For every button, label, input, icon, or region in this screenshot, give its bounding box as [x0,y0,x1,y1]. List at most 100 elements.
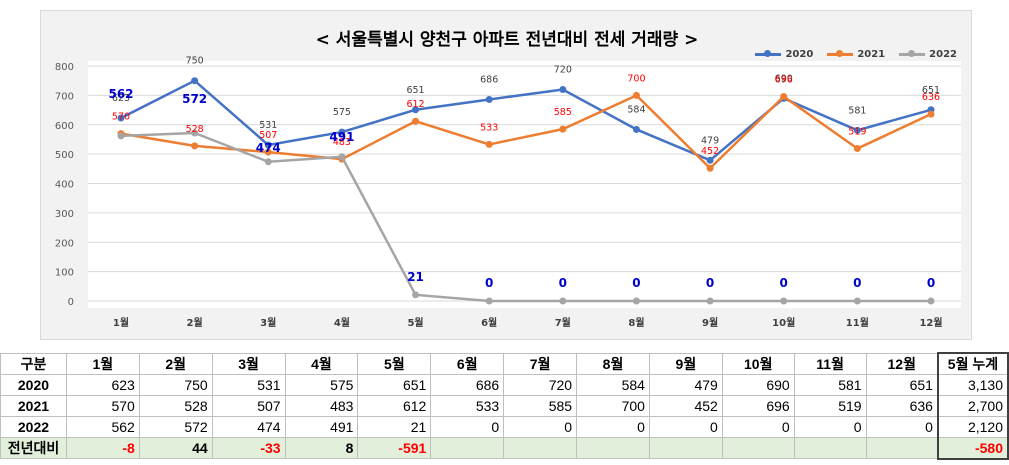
table-cell: 636 [865,395,939,417]
table-cell: 750 [138,374,213,396]
diff-cell [721,437,795,459]
row-label: 2020 [0,374,67,396]
table-cell: 623 [65,374,140,396]
data-point-2022 [412,291,420,299]
header-cell: 2월 [138,352,213,375]
table-cell: 474 [211,416,286,438]
table-cell: 21 [357,416,432,438]
header-cell: 11월 [793,352,867,375]
table-cell: 3,130 [936,374,1009,396]
table-cell: 452 [648,395,723,417]
data-label-2021: 612 [406,99,424,110]
data-point-2021 [412,117,420,125]
data-label-2021: 570 [112,112,130,123]
diff-cell: 8 [284,437,359,459]
header-cell: 10월 [721,352,795,375]
diff-cell: -8 [65,437,140,459]
header-cell: 9월 [648,352,723,375]
data-point-2022 [559,297,567,305]
table-cell: 584 [576,374,650,396]
data-point-2022 [927,297,935,305]
legend-item-2021: 2021 [827,49,885,60]
table-cell: 531 [211,374,286,396]
data-label-2020: 623 [112,93,130,104]
table-cell: 575 [284,374,359,396]
legend-label-2022: 2022 [929,49,957,60]
y-tick-label: 600 [55,121,74,132]
data-label-2022: 491 [329,130,354,144]
data-label-2021: 519 [848,127,866,138]
table-row: 2020 623 750 531 575 651 686 720 584 479 690 581 651… [0,374,1009,396]
table-cell: 2,700 [936,395,1009,417]
data-label-2022: 0 [559,276,567,290]
header-cell: 7월 [503,352,578,375]
table-cell: 533 [430,395,505,417]
table-cell: 562 [65,416,140,438]
data-point-2020 [412,106,420,114]
data-label-2022: 0 [853,276,861,290]
table-cell: 0 [793,416,867,438]
data-label-2022: 21 [407,270,424,284]
header-cell: 1월 [65,352,140,375]
data-label-2022: 0 [927,276,935,290]
data-label-2022: 474 [256,141,281,155]
data-label-2020: 686 [480,74,498,85]
x-tick-label: 9월 [702,317,718,329]
diff-cell [576,437,650,459]
table-cell: 572 [138,416,213,438]
table-cell: 0 [503,416,578,438]
diff-cell: 44 [138,437,213,459]
data-label-2020: 690 [775,73,793,84]
table-cell: 0 [576,416,650,438]
diff-cell [793,437,867,459]
data-label-2021: 585 [554,107,572,118]
plot-area [88,61,961,308]
data-point-2022 [338,153,346,161]
line-chart: 0 100 200 300 400 500 600 700 800 1월 2월 3월 4월 5월 6월 7월 8… [55,56,961,329]
data-point-2022 [853,297,861,305]
header-cell: 4월 [284,352,359,375]
x-tick-label: 12월 [919,317,942,329]
data-label-2020: 651 [922,85,940,96]
diff-cell [865,437,939,459]
table-cell: 0 [865,416,939,438]
data-point-2021 [264,148,272,156]
data-point-2021 [485,140,493,148]
data-point-2022 [706,297,714,305]
y-tick-label: 400 [55,180,74,191]
data-point-2020 [264,141,272,149]
table-cell: 2,120 [936,416,1009,438]
header-cell: 구분 [0,352,67,375]
header-cell-cumulative: 5월 누계 [936,352,1009,375]
data-point-2021 [780,93,788,101]
table-header-row: 구분 1월 2월 3월 4월 5월 6월 7월 8월 9월 10월 11월 12… [0,352,1009,375]
table-cell: 570 [65,395,140,417]
table-cell: 581 [793,374,867,396]
data-point-2020 [632,125,640,133]
legend-item-2020: 2020 [755,49,813,60]
data-point-2022 [485,297,493,305]
chart-area: 0 100 200 300 400 500 600 700 800 1월 2월 3월 4월 5월 6월 7월 8… [40,10,972,340]
header-cell: 3월 [211,352,286,375]
table-cell: 0 [430,416,505,438]
table-cell: 651 [357,374,432,396]
x-tick-label: 2월 [187,317,203,329]
data-label-2022: 0 [632,276,640,290]
data-point-2021 [706,164,714,172]
data-label-2021: 528 [186,124,204,135]
header-cell: 5월 [357,352,432,375]
data-point-2020 [706,156,714,164]
diff-row-label: 전년대비 [0,437,67,459]
legend-label-2021: 2021 [857,49,886,60]
data-label-2021: 483 [333,137,351,148]
diff-row: 전년대비 -8 44 -33 8 -591 -580 [0,437,1009,460]
data-label-2021: 696 [775,75,793,86]
series-line-2020 [120,79,932,162]
legend-marker-2021 [827,50,854,57]
data-label-2020: 479 [701,135,719,146]
data-label-2022: 0 [485,276,493,290]
y-tick-label: 500 [55,150,74,161]
table-cell: 686 [430,374,505,396]
x-tick-label: 8월 [628,317,644,329]
table-cell: 696 [721,395,795,417]
